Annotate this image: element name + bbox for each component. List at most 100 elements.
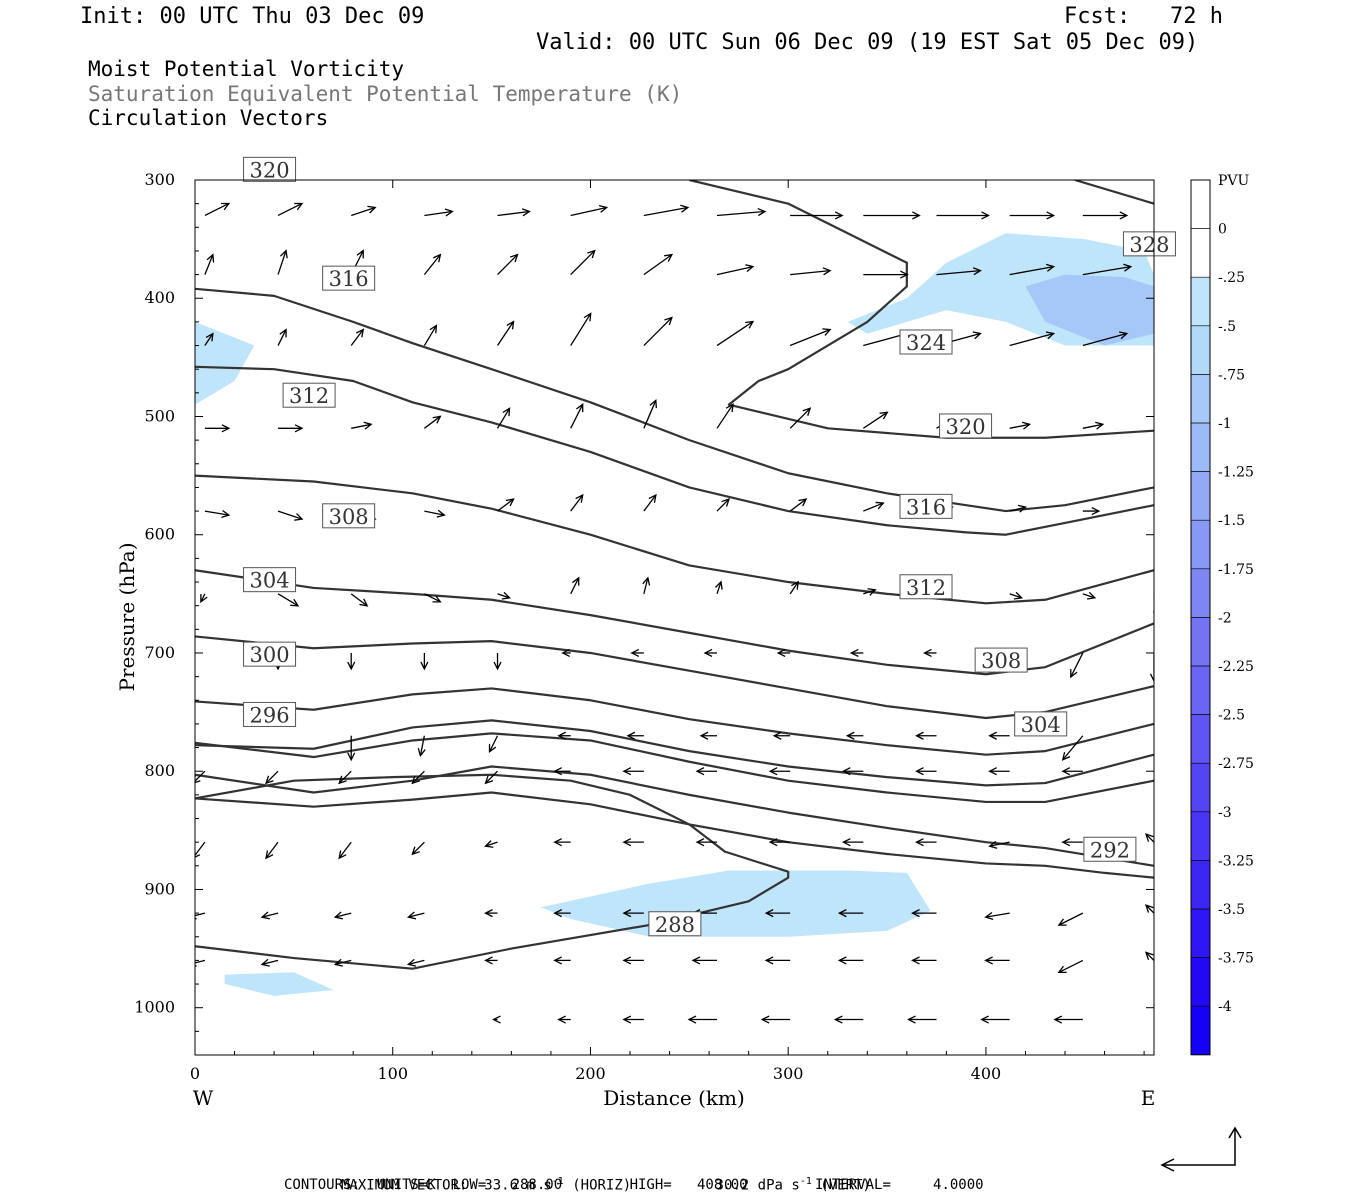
circulation-vector (484, 770, 498, 785)
circulation-vector (988, 731, 1010, 740)
circulation-vector (333, 958, 352, 967)
colorbar-tick-label: -4 (1218, 999, 1232, 1015)
y-tick-label: 500 (144, 406, 175, 425)
circulation-vector (423, 253, 442, 276)
contour-label: 304 (1014, 711, 1068, 737)
circulation-vector (557, 731, 571, 740)
circulation-vector (195, 841, 206, 858)
circulation-vector (411, 841, 425, 856)
circulation-vector (1082, 263, 1133, 276)
colorbar-tick-label: -.5 (1218, 319, 1236, 335)
circulation-vector (570, 576, 580, 595)
circulation-vector (1009, 263, 1056, 276)
circulation-vector (204, 202, 231, 217)
vert-unit: (VERT) (811, 1177, 871, 1194)
circulation-vector (936, 267, 982, 276)
circulation-vector (1057, 959, 1084, 974)
circulation-vector (622, 956, 644, 965)
circulation-vector (338, 841, 352, 860)
circulation-vector (496, 320, 515, 346)
circulation-vector (553, 909, 571, 918)
circulation-vector (497, 208, 531, 217)
theta-contour-4 (195, 719, 1154, 787)
circulation-vector (204, 509, 231, 519)
circulation-vector (350, 593, 369, 607)
colorbar-tick-label: -3.25 (1218, 853, 1254, 869)
plot-frame (194, 179, 1155, 1056)
circulation-vector (1082, 211, 1129, 220)
circulation-vector (772, 731, 791, 740)
contour-label: 292 (1083, 836, 1137, 862)
circulation-vector (195, 959, 206, 967)
circulation-vector (988, 840, 1010, 849)
circulation-vector (417, 735, 426, 758)
circulation-vector (695, 767, 718, 776)
field-title-theta-es: Saturation Equivalent Potential Temperat… (88, 82, 683, 106)
circulation-vector (278, 424, 304, 433)
circulation-vector (497, 253, 519, 276)
theta-contour-2 (195, 732, 1154, 804)
y-tick-label: 600 (144, 525, 175, 544)
circulation-vector (1061, 735, 1084, 761)
y-tick-label: 300 (144, 170, 175, 189)
circulation-vector (1153, 511, 1154, 514)
colorbar-swatch (1191, 228, 1210, 278)
svg-text:316: 316 (329, 267, 369, 291)
svg-text:288: 288 (655, 913, 695, 937)
circulation-vector (497, 591, 511, 600)
circulation-vector (789, 328, 832, 347)
theta-contour-3 (195, 791, 1154, 879)
circulation-vector (841, 767, 864, 776)
circulation-vector (988, 767, 1010, 776)
circulation-vector (1082, 421, 1105, 430)
colorbar-tick-label: -2.5 (1218, 708, 1245, 724)
svg-text:304: 304 (249, 569, 289, 593)
svg-text:324: 324 (906, 331, 946, 355)
x-tick-label: 300 (773, 1064, 804, 1083)
colorbar-title: PVU (1218, 173, 1250, 189)
circulation-vector (622, 838, 644, 847)
circulation-vector (776, 648, 791, 658)
circulation-vector (703, 648, 718, 658)
colorbar-tick-label: -.25 (1218, 270, 1245, 286)
circulation-vector (1009, 331, 1056, 347)
circulation-vector (350, 328, 365, 346)
colorbar-swatch (1191, 957, 1210, 1007)
circulation-vector (553, 767, 571, 776)
circulation-vector (691, 956, 718, 965)
circulation-vector (764, 909, 791, 918)
circulation-vector (715, 580, 723, 595)
circulation-vector (716, 403, 734, 429)
svg-text:320: 320 (249, 158, 289, 182)
colorbar-tick-label: -3.75 (1218, 951, 1254, 967)
circulation-vector (351, 421, 373, 430)
circulation-vector (789, 407, 812, 429)
circulation-vector (1070, 652, 1084, 679)
circulation-vector (622, 767, 644, 776)
circulation-vector (1149, 652, 1154, 683)
circulation-vectors (195, 202, 1154, 1024)
colorbar-tick-label: -1.5 (1218, 513, 1245, 529)
colorbar-tick-label: -2.75 (1218, 756, 1254, 772)
svg-text:328: 328 (1129, 233, 1169, 257)
circulation-vector (333, 911, 352, 920)
contour-label: 320 (939, 413, 993, 439)
circulation-vector (570, 312, 592, 346)
circulation-vector (911, 956, 937, 965)
circulation-vector (643, 253, 674, 276)
circulation-vector (790, 267, 832, 276)
y-tick-label: 1000 (134, 998, 175, 1017)
circulation-vector (195, 770, 206, 784)
contour-label: 296 (243, 701, 297, 727)
field-title-mpv: Moist Potential Vorticity (88, 57, 405, 81)
max-horiz-value: 33.6 m s (484, 1177, 552, 1194)
circulation-vector (849, 648, 864, 658)
valid-time: Valid: 00 UTC Sun 06 Dec 09 (19 EST Sat … (536, 30, 1199, 55)
circulation-vector (204, 332, 214, 346)
max-vector-label: MAXIMUM VECTOR: (341, 1177, 468, 1194)
reference-vector-icon (1160, 1126, 1242, 1172)
circulation-vector (1153, 428, 1154, 430)
circulation-vector (760, 1015, 791, 1024)
colorbar-swatch (1191, 471, 1210, 521)
